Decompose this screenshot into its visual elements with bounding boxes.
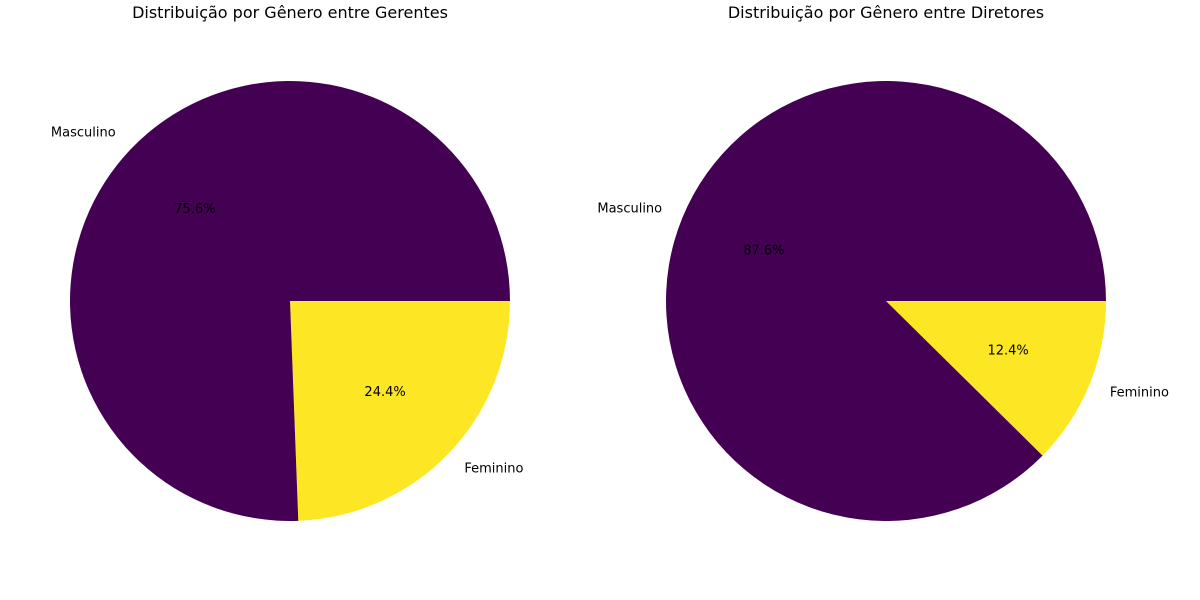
diretores-masculino-label: Masculino	[597, 202, 662, 217]
gerentes-pie-chart: Distribuição por Gênero entre Gerentes F…	[51, 3, 523, 522]
diretores-chart-title: Distribuição por Gênero entre Diretores	[728, 3, 1044, 22]
gerentes-masculino-label: Masculino	[51, 126, 116, 141]
gerentes-feminino-label: Feminino	[464, 461, 523, 476]
diretores-pie-chart: Distribuição por Gênero entre Diretores …	[597, 3, 1169, 521]
gerentes-feminino-percentage: 24.4%	[364, 385, 405, 400]
gerentes-feminino-slice	[290, 301, 510, 521]
diretores-feminino-label: Feminino	[1110, 385, 1169, 400]
diretores-masculino-slice	[666, 80, 1106, 521]
diretores-masculino-percentage: 87.6%	[743, 243, 784, 258]
gerentes-chart-title: Distribuição por Gênero entre Gerentes	[132, 3, 448, 22]
gerentes-masculino-slice	[69, 80, 511, 522]
diretores-feminino-slice	[886, 301, 1106, 456]
diretores-feminino-percentage: 12.4%	[987, 344, 1028, 359]
gerentes-masculino-percentage: 75.6%	[174, 202, 215, 217]
